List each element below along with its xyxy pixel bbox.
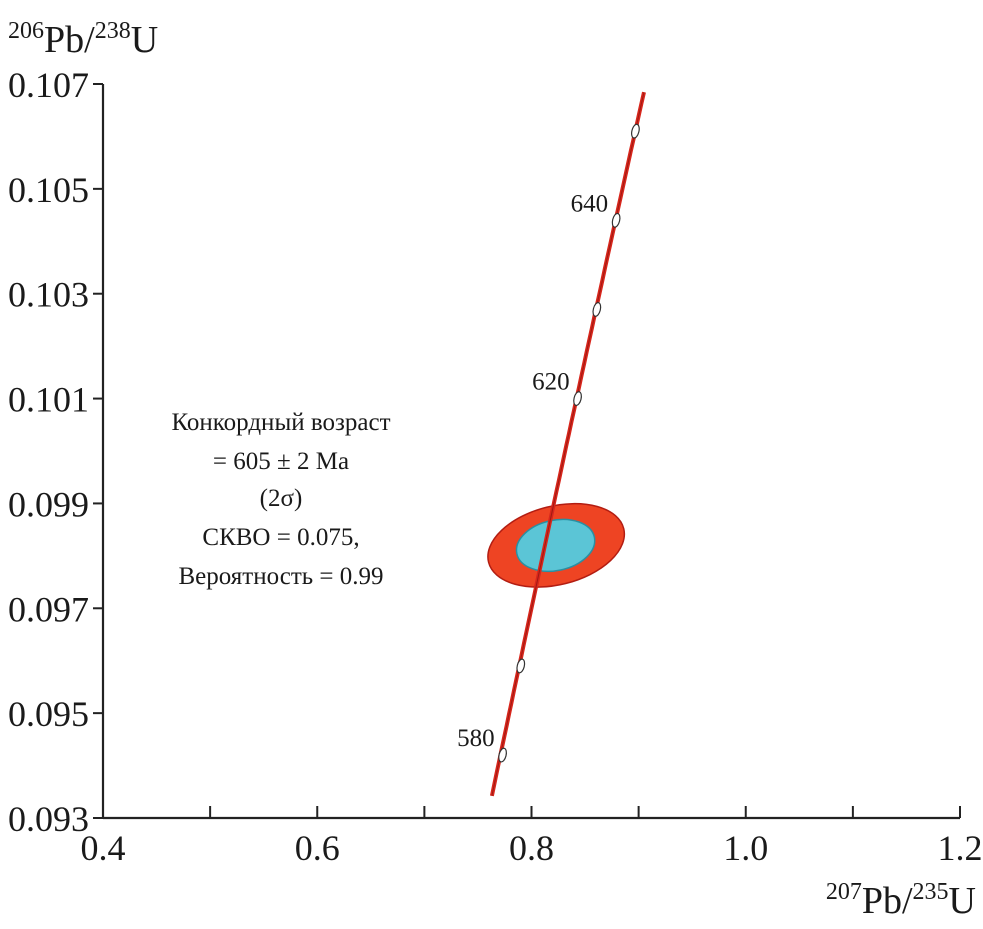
x-tick-label: 0.4 bbox=[81, 828, 126, 868]
annotation-line-2: = 605 ± 2 Ma bbox=[213, 448, 349, 475]
x-label-sup: 207 bbox=[826, 879, 862, 905]
age-marker bbox=[592, 301, 602, 317]
y-axis-label: 206Pb/238U bbox=[8, 18, 158, 61]
y-label-main2: U bbox=[131, 19, 158, 61]
age-marker bbox=[498, 747, 507, 763]
axes bbox=[93, 83, 961, 820]
age-markers: 580 620 640 bbox=[457, 123, 640, 763]
y-tick-label: 0.099 bbox=[8, 484, 89, 524]
x-tick-label: 1.2 bbox=[938, 828, 983, 868]
y-tick-label: 0.103 bbox=[8, 275, 89, 315]
y-label-sup: 206 bbox=[8, 18, 44, 44]
age-marker-label: 620 bbox=[532, 369, 570, 396]
annotation-line-1: Конкордный возраст bbox=[171, 409, 390, 436]
x-tick-label: 1.0 bbox=[723, 828, 768, 868]
annotation-line-4: СКВО = 0.075, bbox=[202, 524, 359, 551]
age-marker-label: 580 bbox=[457, 725, 495, 752]
y-tick-label: 0.093 bbox=[8, 799, 89, 839]
concordia-line-core bbox=[491, 92, 645, 797]
x-tick-label: 0.8 bbox=[509, 828, 554, 868]
annotation-line-5: Вероятность = 0.99 bbox=[179, 563, 384, 590]
x-label-main: Pb/ bbox=[862, 880, 913, 922]
error-ellipses bbox=[487, 502, 626, 588]
tick-labels: 0.093 0.095 0.097 0.099 0.101 0.103 0.105 0.107… bbox=[8, 65, 983, 868]
result-annotation: Конкордный возраст = 605 ± 2 Ma (2σ) СКВ… bbox=[171, 409, 390, 590]
y-label-main: Pb/ bbox=[44, 19, 95, 61]
x-label-main2: U bbox=[949, 880, 976, 922]
y-label-sup2: 238 bbox=[95, 18, 131, 44]
annotation-line-3: (2σ) bbox=[260, 485, 303, 512]
age-marker-label: 640 bbox=[571, 190, 609, 217]
y-tick-label: 0.105 bbox=[8, 170, 89, 210]
x-label-sup2: 235 bbox=[913, 879, 949, 905]
y-tick-label: 0.107 bbox=[8, 65, 89, 105]
y-tick-label: 0.101 bbox=[8, 380, 89, 420]
age-marker bbox=[631, 123, 640, 139]
age-marker bbox=[611, 212, 621, 228]
concordia-line bbox=[489, 91, 646, 797]
y-tick-label: 0.095 bbox=[8, 694, 89, 734]
age-marker bbox=[573, 391, 582, 407]
concordia-curve bbox=[489, 91, 646, 797]
y-tick-label: 0.097 bbox=[8, 589, 89, 629]
x-axis-label: 207Pb/235U bbox=[826, 879, 976, 922]
x-tick-label: 0.6 bbox=[295, 828, 340, 868]
age-marker bbox=[516, 658, 526, 674]
